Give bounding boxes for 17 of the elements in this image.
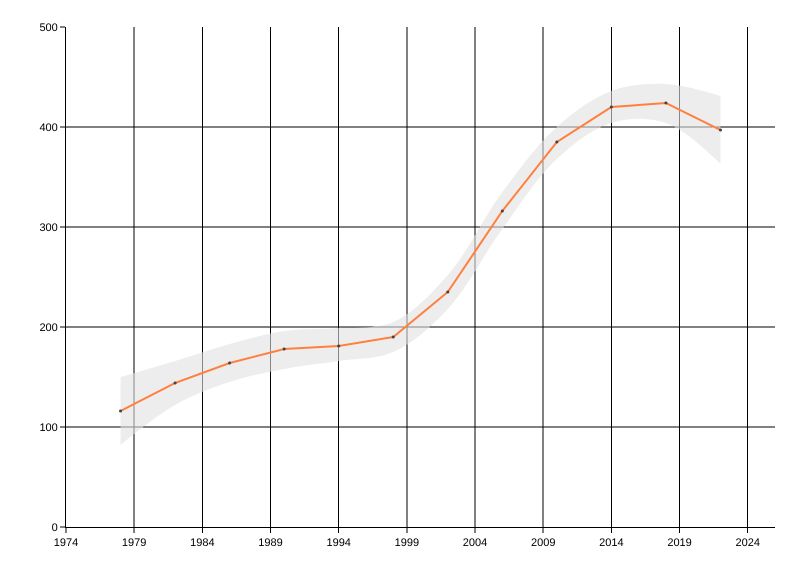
y-tick-label: 300 <box>39 222 58 234</box>
y-tick-label: 200 <box>39 322 58 334</box>
x-tick-label: 2014 <box>599 537 624 550</box>
y-tick-label: 100 <box>39 422 58 434</box>
x-tick-label: 2009 <box>530 537 556 550</box>
x-tick-label: 1984 <box>190 537 215 550</box>
x-tick-label: 1974 <box>54 537 78 550</box>
y-tick-label: 400 <box>39 122 58 134</box>
x-tick-label: 2004 <box>462 537 488 550</box>
x-tick-label: 2019 <box>667 537 692 550</box>
x-tick-label: 1999 <box>394 537 420 550</box>
x-tick-label: 1979 <box>122 537 146 550</box>
y-tick-label: 500 <box>39 22 58 34</box>
x-tick-label: 1989 <box>258 537 283 550</box>
y-tick-label: 0 <box>52 522 58 534</box>
x-tick-label: 2024 <box>735 537 760 550</box>
x-tick-label: 1994 <box>326 537 351 550</box>
